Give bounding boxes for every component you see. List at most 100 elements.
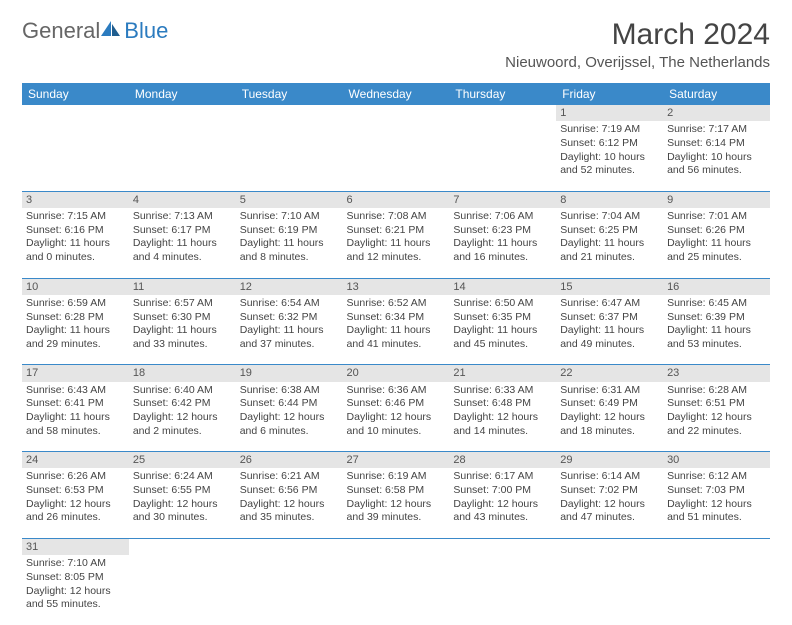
sunset-text: Sunset: 6:51 PM — [667, 397, 766, 411]
sunset-text: Sunset: 7:02 PM — [560, 484, 659, 498]
sunset-text: Sunset: 6:53 PM — [26, 484, 125, 498]
day-cell — [343, 555, 450, 625]
sunrise-text: Sunrise: 7:15 AM — [26, 210, 125, 224]
daynum-row: 24252627282930 — [22, 452, 770, 469]
day-cell: Sunrise: 6:17 AMSunset: 7:00 PMDaylight:… — [449, 468, 556, 538]
day-cell: Sunrise: 6:36 AMSunset: 6:46 PMDaylight:… — [343, 382, 450, 452]
day-number: 30 — [663, 452, 770, 469]
daylight-text: Daylight: 12 hours — [26, 498, 125, 512]
logo-text-blue: Blue — [124, 18, 168, 44]
sunset-text: Sunset: 6:25 PM — [560, 224, 659, 238]
daylight-text: and 22 minutes. — [667, 425, 766, 439]
sunset-text: Sunset: 6:46 PM — [347, 397, 446, 411]
day-cell: Sunrise: 7:08 AMSunset: 6:21 PMDaylight:… — [343, 208, 450, 278]
daylight-text: Daylight: 12 hours — [667, 498, 766, 512]
calendar-body: 12Sunrise: 7:19 AMSunset: 6:12 PMDayligh… — [22, 105, 770, 625]
weekday-header: Wednesday — [343, 83, 450, 105]
sunrise-text: Sunrise: 6:52 AM — [347, 297, 446, 311]
daylight-text: Daylight: 11 hours — [133, 237, 232, 251]
daylight-text: and 43 minutes. — [453, 511, 552, 525]
daylight-text: and 58 minutes. — [26, 425, 125, 439]
week-row: Sunrise: 6:26 AMSunset: 6:53 PMDaylight:… — [22, 468, 770, 538]
day-cell: Sunrise: 6:38 AMSunset: 6:44 PMDaylight:… — [236, 382, 343, 452]
day-number — [236, 538, 343, 555]
day-cell: Sunrise: 7:15 AMSunset: 6:16 PMDaylight:… — [22, 208, 129, 278]
daylight-text: Daylight: 12 hours — [26, 585, 125, 599]
day-cell — [343, 121, 450, 191]
day-cell — [236, 555, 343, 625]
day-number: 17 — [22, 365, 129, 382]
daynum-row: 3456789 — [22, 191, 770, 208]
week-row: Sunrise: 7:19 AMSunset: 6:12 PMDaylight:… — [22, 121, 770, 191]
day-number: 7 — [449, 191, 556, 208]
day-cell — [556, 555, 663, 625]
sunrise-text: Sunrise: 7:10 AM — [26, 557, 125, 571]
daylight-text: and 2 minutes. — [133, 425, 232, 439]
week-row: Sunrise: 7:15 AMSunset: 6:16 PMDaylight:… — [22, 208, 770, 278]
day-number: 19 — [236, 365, 343, 382]
daynum-row: 10111213141516 — [22, 278, 770, 295]
day-cell: Sunrise: 6:12 AMSunset: 7:03 PMDaylight:… — [663, 468, 770, 538]
day-number: 22 — [556, 365, 663, 382]
sunset-text: Sunset: 6:32 PM — [240, 311, 339, 325]
day-number — [343, 538, 450, 555]
day-number: 5 — [236, 191, 343, 208]
daylight-text: Daylight: 11 hours — [240, 237, 339, 251]
daylight-text: and 29 minutes. — [26, 338, 125, 352]
day-cell: Sunrise: 6:59 AMSunset: 6:28 PMDaylight:… — [22, 295, 129, 365]
daylight-text: Daylight: 11 hours — [347, 324, 446, 338]
daylight-text: Daylight: 12 hours — [133, 411, 232, 425]
sunset-text: Sunset: 6:35 PM — [453, 311, 552, 325]
location: Nieuwoord, Overijssel, The Netherlands — [505, 54, 770, 71]
day-number: 29 — [556, 452, 663, 469]
daylight-text: Daylight: 12 hours — [347, 498, 446, 512]
logo-text-general: General — [22, 18, 100, 44]
day-number: 18 — [129, 365, 236, 382]
daylight-text: and 45 minutes. — [453, 338, 552, 352]
day-number: 24 — [22, 452, 129, 469]
daylight-text: Daylight: 11 hours — [26, 237, 125, 251]
daylight-text: Daylight: 10 hours — [560, 151, 659, 165]
day-number: 12 — [236, 278, 343, 295]
daylight-text: Daylight: 12 hours — [240, 498, 339, 512]
weekday-header-row: SundayMondayTuesdayWednesdayThursdayFrid… — [22, 83, 770, 105]
sunset-text: Sunset: 6:58 PM — [347, 484, 446, 498]
daylight-text: and 18 minutes. — [560, 425, 659, 439]
logo-sail-icon — [100, 20, 122, 38]
sunset-text: Sunset: 6:12 PM — [560, 137, 659, 151]
day-number: 1 — [556, 105, 663, 121]
day-number — [663, 538, 770, 555]
daylight-text: Daylight: 12 hours — [667, 411, 766, 425]
daylight-text: Daylight: 11 hours — [453, 324, 552, 338]
daylight-text: and 55 minutes. — [26, 598, 125, 612]
sunset-text: Sunset: 6:41 PM — [26, 397, 125, 411]
sunset-text: Sunset: 6:17 PM — [133, 224, 232, 238]
day-cell — [236, 121, 343, 191]
daylight-text: Daylight: 12 hours — [347, 411, 446, 425]
sunrise-text: Sunrise: 6:12 AM — [667, 470, 766, 484]
daynum-row: 17181920212223 — [22, 365, 770, 382]
sunrise-text: Sunrise: 7:19 AM — [560, 123, 659, 137]
sunrise-text: Sunrise: 7:04 AM — [560, 210, 659, 224]
daylight-text: Daylight: 11 hours — [560, 237, 659, 251]
day-cell: Sunrise: 6:40 AMSunset: 6:42 PMDaylight:… — [129, 382, 236, 452]
sunset-text: Sunset: 6:23 PM — [453, 224, 552, 238]
daylight-text: Daylight: 11 hours — [667, 237, 766, 251]
day-number: 3 — [22, 191, 129, 208]
sunrise-text: Sunrise: 6:36 AM — [347, 384, 446, 398]
day-number: 10 — [22, 278, 129, 295]
day-cell: Sunrise: 6:45 AMSunset: 6:39 PMDaylight:… — [663, 295, 770, 365]
sunrise-text: Sunrise: 7:13 AM — [133, 210, 232, 224]
day-cell: Sunrise: 6:50 AMSunset: 6:35 PMDaylight:… — [449, 295, 556, 365]
sunrise-text: Sunrise: 6:40 AM — [133, 384, 232, 398]
sunrise-text: Sunrise: 6:47 AM — [560, 297, 659, 311]
daylight-text: Daylight: 12 hours — [453, 411, 552, 425]
daylight-text: and 14 minutes. — [453, 425, 552, 439]
sunrise-text: Sunrise: 6:31 AM — [560, 384, 659, 398]
daylight-text: and 56 minutes. — [667, 164, 766, 178]
weekday-header: Monday — [129, 83, 236, 105]
day-cell: Sunrise: 6:26 AMSunset: 6:53 PMDaylight:… — [22, 468, 129, 538]
sunset-text: Sunset: 6:28 PM — [26, 311, 125, 325]
day-cell — [129, 555, 236, 625]
day-cell: Sunrise: 6:54 AMSunset: 6:32 PMDaylight:… — [236, 295, 343, 365]
